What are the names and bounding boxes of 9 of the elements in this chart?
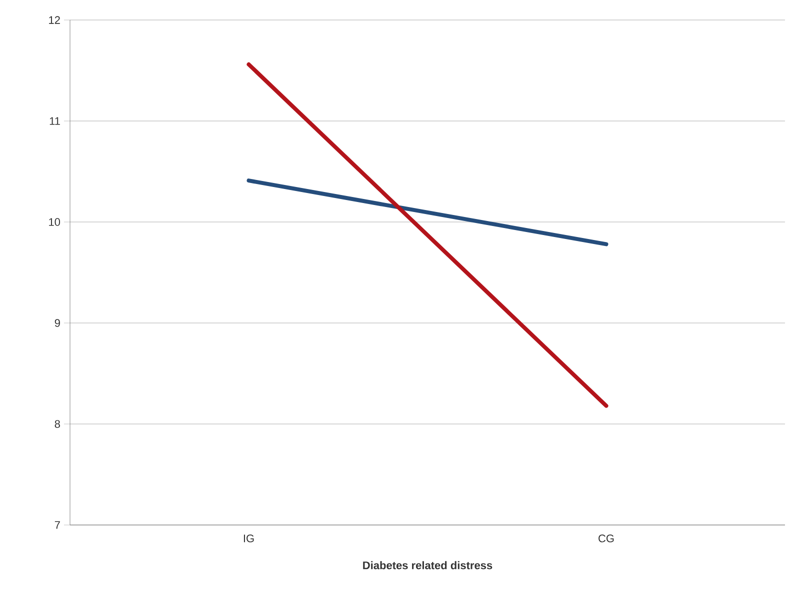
- y-tick-label: 12: [49, 16, 60, 24]
- y-tick-label: 9: [54, 319, 60, 327]
- y-tick-label: 8: [54, 420, 60, 428]
- x-tick-label: IG: [244, 534, 254, 542]
- x-axis-title: Diabetes related distress: [363, 561, 492, 570]
- y-tick-label: 7: [54, 521, 60, 529]
- x-tick-label: CG: [598, 534, 614, 542]
- y-tick-label: 11: [50, 117, 60, 125]
- y-tick-label: 10: [49, 218, 60, 226]
